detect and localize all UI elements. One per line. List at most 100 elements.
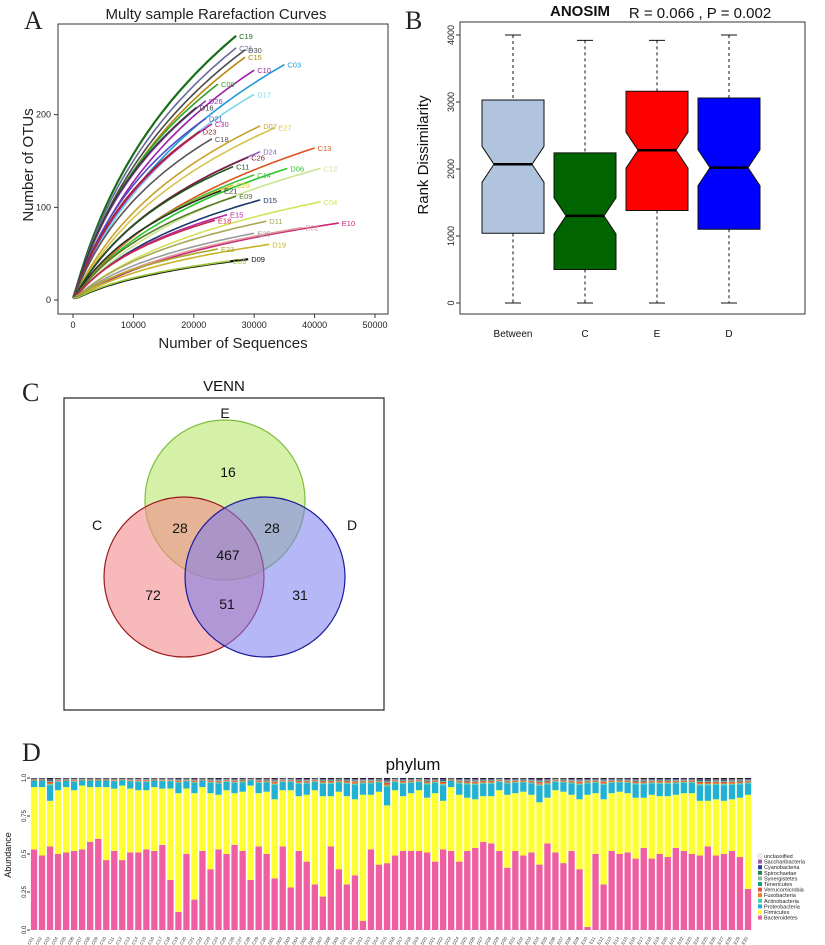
phylum-bar-minor [576,782,583,784]
phylum-legend-label: Synergistetes [764,876,798,882]
phylum-bar-minor [736,778,744,780]
phylum-bar-minor [648,778,655,779]
phylum-bar-firmicutes [71,790,78,851]
phylum-bar-minor [87,780,94,788]
phylum-bar-minor [472,783,479,785]
phylum-bar-minor [351,783,359,785]
phylum-bar-minor [440,780,447,781]
phylum-bar-bacteroidetes [311,884,318,930]
phylum-bar-bacteroidetes [512,851,519,930]
phylum-bar-bacteroidetes [432,861,439,930]
phylum-x-label: D01 [267,936,276,945]
venn-region-c-e: 28 [172,520,188,536]
anosim-plot-frame [459,21,806,315]
phylum-bar-minor [568,781,575,783]
phylum-bar-minor [159,780,166,781]
phylum-bar-minor [576,781,583,783]
phylum-bar-minor [536,784,543,786]
phylum-bar-minor [480,778,487,780]
phylum-bar-bacteroidetes [351,875,359,930]
phylum-bar-firmicutes [592,793,599,854]
phylum-bar-minor [736,781,744,783]
phylum-bar-firmicutes [488,796,495,844]
phylum-bar-minor [440,780,447,781]
phylum-bar-firmicutes [712,799,720,856]
phylum-x-label: D10 [339,936,348,945]
phylum-bar-minor [215,781,222,783]
phylum-bar-bacteroidetes [736,857,744,930]
phylum-x-label: D18 [404,936,413,945]
phylum-bar-minor [472,778,479,780]
phylum-bar-minor [287,780,294,781]
phylum-bar-minor [528,782,535,784]
phylum-bar-minor [720,784,728,786]
phylum-bar-bacteroidetes [383,863,391,930]
phylum-bar-minor [568,783,575,795]
phylum-bar-minor [560,781,567,783]
phylum-bar-minor [736,784,744,798]
phylum-x-label: E08 [564,936,573,945]
phylum-y-ticks: 0.0 0.25 0.5 0.75 1.0 [22,773,30,934]
anosim-x-label: Between [494,329,533,340]
phylum-bar-minor [127,778,134,779]
phylum-bar-minor [367,779,375,780]
phylum-x-label: C06 [67,936,76,945]
rarefaction-x-tick-label: 40000 [302,320,327,330]
phylum-bar-bacteroidetes [664,857,671,930]
phylum-bar-minor [399,781,407,782]
phylum-bar-minor [552,781,559,791]
phylum-bar-firmicutes [263,791,270,854]
phylum-bar-minor [536,782,543,784]
rarefaction-line-c18 [72,138,213,299]
phylum-bar-minor [215,782,222,784]
phylum-x-label: E22 [676,936,685,945]
phylum-bar-firmicutes [464,797,471,851]
panel-d: D phylum 0.0 0.25 0.5 0.75 1.0 C01 C02 C03 C04 C… [0,730,825,945]
phylum-bar-bacteroidetes [528,852,535,930]
phylum-bar-firmicutes [255,793,262,847]
phylum-bar-minor [512,782,519,794]
phylum-bar-group [30,778,752,930]
phylum-bar-minor [624,780,631,782]
phylum-bar-minor [496,781,503,782]
phylum-bar-minor [71,780,78,782]
phylum-bar-minor [351,782,359,784]
phylum-bar-minor [263,781,270,783]
phylum-bar-minor [119,780,126,786]
rarefaction-line-d21 [72,117,207,299]
phylum-bar-minor [728,778,736,780]
rarefaction-series-label: C14 [257,171,271,180]
phylum-bar-minor [656,778,663,780]
phylum-bar-bacteroidetes [279,846,286,930]
phylum-x-label: D11 [347,936,356,945]
phylum-bar-minor [536,783,543,785]
phylum-x-label: D08 [323,936,332,945]
phylum-bar-minor [135,781,142,791]
phylum-x-label: E06 [548,936,557,945]
phylum-x-label: C13 [123,936,132,945]
rarefaction-series-label: E10 [342,219,355,228]
phylum-bar-minor [600,783,607,785]
phylum-bar-firmicutes [391,790,399,856]
anosim-box-d [697,97,761,230]
phylum-bar-minor [303,782,310,784]
phylum-bar-firmicutes [407,793,415,851]
phylum-legend-label: Bacteroidetes [764,916,798,922]
phylum-bar-firmicutes [287,790,294,888]
phylum-bar-minor [528,779,535,780]
phylum-bar-minor [696,778,703,780]
phylum-bar-minor [319,778,326,780]
phylum-bar-bacteroidetes [359,920,367,930]
phylum-bar-minor [239,781,246,783]
phylum-bar-minor [71,781,78,782]
rarefaction-y-tick-label: 100 [36,202,51,212]
phylum-bar-minor [95,780,102,788]
phylum-bar-firmicutes [640,797,647,848]
phylum-bar-minor [183,778,190,779]
phylum-bar-minor [319,782,326,783]
phylum-bar-minor [696,785,703,801]
phylum-bar-minor [399,778,407,780]
phylum-bar-minor [552,780,559,782]
phylum-bar-firmicutes [223,790,230,854]
phylum-bar-minor [415,780,423,782]
